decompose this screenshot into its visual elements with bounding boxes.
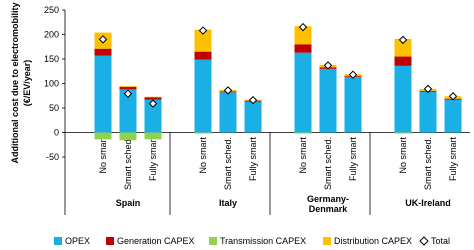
x-tick-label: Smart sched. — [123, 137, 133, 190]
total-marker — [223, 86, 233, 95]
x-tick-label: No smart — [98, 137, 108, 174]
y-tick-label: 50 — [49, 103, 59, 113]
total-marker — [323, 61, 333, 70]
bar-segment — [394, 65, 412, 133]
x-tick-label: Smart sched. — [223, 137, 233, 190]
x-tick-label: No smart — [198, 137, 208, 174]
total-marker — [398, 35, 408, 45]
y-axis-title: (€/EV/year) — [22, 60, 32, 107]
group-label: Germany-Denmark — [307, 194, 349, 214]
bar-segment — [394, 132, 412, 134]
x-tick-label: Smart sched. — [323, 137, 333, 190]
bar-segment — [119, 132, 137, 141]
total-marker — [348, 70, 358, 79]
bar-segment — [144, 99, 162, 133]
bar-segment — [294, 26, 312, 45]
legend-swatch — [106, 237, 114, 245]
legend-label: Total — [431, 236, 450, 246]
x-tick-label: Fully smart — [348, 137, 358, 182]
bar-segment — [294, 44, 312, 53]
bar-segment — [244, 101, 262, 133]
bar-segment — [194, 51, 212, 60]
bar-segment — [444, 99, 462, 133]
y-tick-label: 200 — [44, 30, 59, 40]
legend-label: Distribution CAPEX — [334, 236, 412, 246]
legend-label: OPEX — [65, 236, 90, 246]
y-tick-label: -50 — [46, 152, 59, 162]
total-marker — [298, 22, 308, 32]
legend-swatch — [323, 237, 331, 245]
bar-segment — [119, 89, 137, 133]
legend-marker — [419, 236, 429, 246]
legend-label: Transmission CAPEX — [220, 236, 306, 246]
x-tick-label: Smart sched. — [423, 137, 433, 190]
x-tick-label: Fully smart — [148, 137, 158, 182]
y-tick-label: 100 — [44, 79, 59, 89]
bar-segment — [344, 77, 362, 133]
bar-segment — [294, 52, 312, 133]
bar-segment — [394, 38, 412, 57]
bar-segment — [119, 85, 137, 87]
y-tick-label: 0 — [54, 128, 59, 138]
y-tick-label: 150 — [44, 54, 59, 64]
legend-label: Generation CAPEX — [117, 236, 195, 246]
total-marker — [448, 92, 458, 101]
bar-segment — [94, 132, 112, 140]
total-marker — [98, 35, 108, 44]
y-axis-title: Additional cost due to electromobility — [10, 2, 20, 163]
y-tick-label: 250 — [44, 5, 59, 15]
total-marker — [198, 26, 208, 35]
group-label: Italy — [219, 198, 237, 208]
bar-segment — [319, 68, 337, 133]
total-marker — [123, 89, 133, 98]
bar-segment — [144, 132, 162, 140]
total-marker — [148, 99, 158, 108]
bar-segment — [194, 132, 212, 134]
total-marker — [248, 95, 258, 105]
x-tick-label: No smart — [398, 137, 408, 174]
group-label: Spain — [116, 198, 141, 208]
bar-segment — [94, 55, 112, 133]
bar-segment — [219, 92, 237, 133]
bar-segment — [119, 86, 137, 90]
legend-swatch — [209, 237, 217, 245]
bar-segment — [394, 56, 412, 66]
x-tick-label: Fully smart — [448, 137, 458, 182]
bar-segment — [194, 29, 212, 52]
bar-segment — [419, 91, 437, 133]
group-label: UK-Ireland — [405, 198, 451, 208]
bar-segment — [94, 48, 112, 56]
bar-segment — [194, 59, 212, 133]
total-marker — [423, 84, 433, 94]
x-tick-label: No smart — [298, 137, 308, 174]
bar-segment — [294, 132, 312, 134]
legend-swatch — [54, 237, 62, 245]
bar-segment — [144, 97, 162, 100]
x-tick-label: Fully smart — [248, 137, 258, 182]
